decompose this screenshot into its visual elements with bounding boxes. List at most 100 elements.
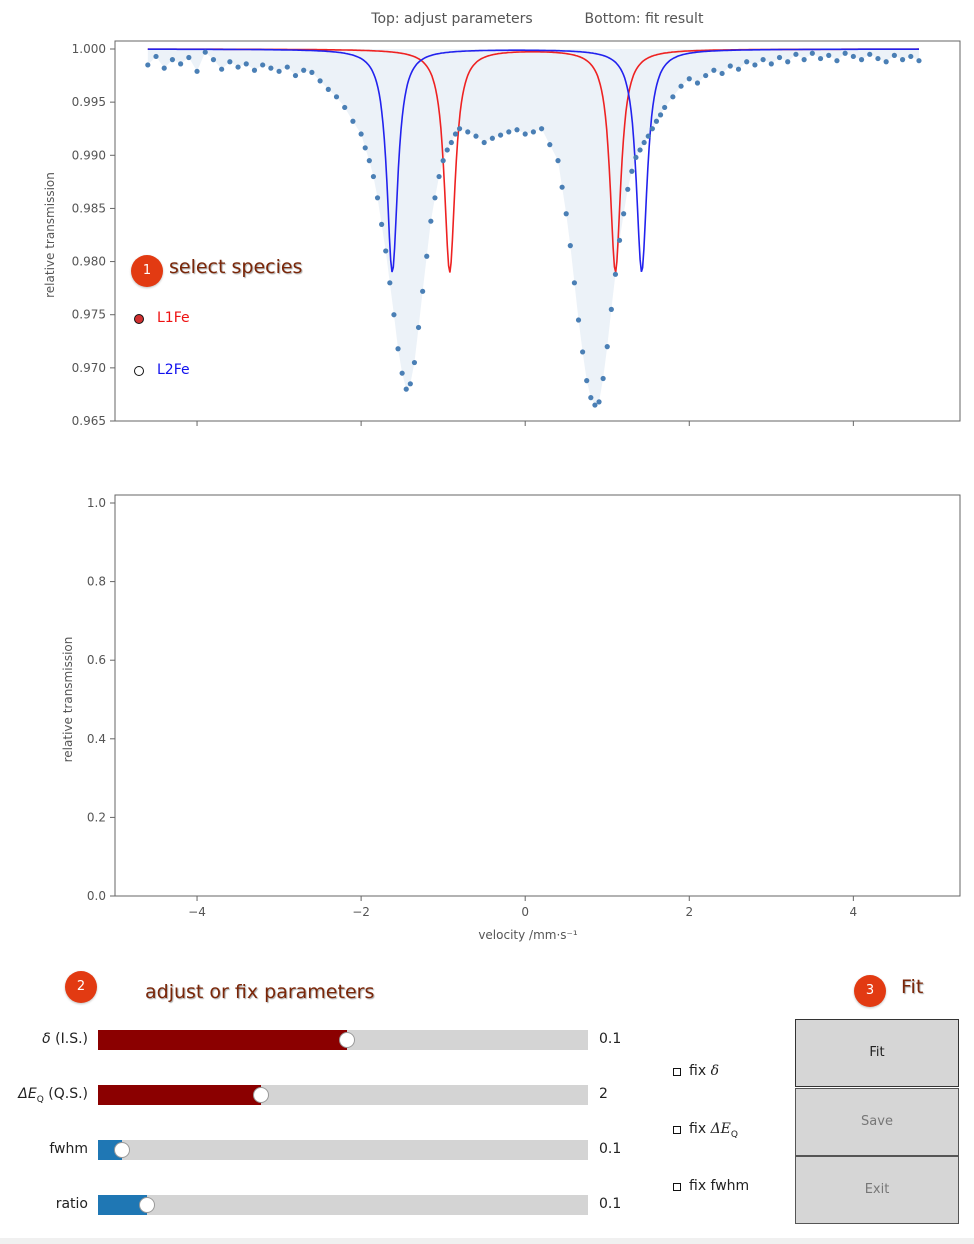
data-point bbox=[350, 118, 356, 124]
data-point bbox=[916, 58, 922, 64]
data-point bbox=[834, 58, 840, 64]
slider-qs-fill bbox=[98, 1085, 262, 1105]
data-point bbox=[227, 59, 233, 65]
window-bottom-edge bbox=[0, 1238, 974, 1244]
data-point bbox=[514, 127, 520, 133]
delta-eq-symbol: ΔE bbox=[18, 1086, 37, 1102]
data-point bbox=[584, 378, 590, 384]
data-point bbox=[596, 399, 602, 405]
bottom-caption: Bottom: fit result bbox=[585, 11, 704, 27]
data-point bbox=[858, 57, 865, 63]
data-point bbox=[604, 344, 610, 350]
data-point bbox=[333, 94, 340, 100]
bottom-plot-area[interactable]: 0.0 0.2 0.4 0.6 0.8 1.0 relative transmission −… bbox=[61, 494, 961, 942]
data-point bbox=[366, 158, 372, 164]
slider-ratio-handle[interactable] bbox=[139, 1197, 155, 1213]
data-point bbox=[563, 211, 569, 217]
data-point bbox=[826, 52, 832, 58]
data-point bbox=[403, 386, 409, 392]
component-curve-l2fe bbox=[147, 48, 919, 273]
fix-is-symbol: δ bbox=[710, 1063, 719, 1079]
data-point bbox=[411, 359, 418, 366]
data-point bbox=[452, 131, 459, 137]
bottom-frame bbox=[114, 494, 961, 897]
param-label-fwhm: fwhm bbox=[49, 1141, 88, 1157]
species-label-l1fe[interactable]: L1Fe bbox=[157, 310, 190, 326]
data-point bbox=[875, 55, 881, 62]
slider-qs[interactable] bbox=[98, 1085, 588, 1105]
slider-ratio[interactable] bbox=[98, 1195, 588, 1215]
data-point bbox=[801, 57, 807, 63]
step-3-badge: 3 bbox=[854, 975, 886, 1007]
data-point bbox=[567, 243, 573, 249]
fix-is-prefix: fix bbox=[689, 1063, 711, 1079]
data-point bbox=[178, 61, 184, 67]
data-point bbox=[194, 68, 200, 74]
data-point bbox=[580, 349, 586, 355]
exit-button[interactable]: Exit bbox=[795, 1156, 959, 1224]
data-point bbox=[645, 133, 651, 139]
data-point bbox=[703, 72, 709, 79]
data-point bbox=[489, 135, 495, 141]
slider-fwhm-value: 0.1 bbox=[599, 1141, 622, 1157]
bottom-ytick-label: 0.4 bbox=[87, 732, 106, 746]
fit-button[interactable]: Fit bbox=[795, 1019, 959, 1087]
data-point bbox=[235, 64, 241, 70]
data-point bbox=[559, 184, 565, 190]
fix-qs-checkbox[interactable] bbox=[673, 1126, 681, 1134]
data-point bbox=[899, 57, 906, 63]
species-radio-l1fe[interactable] bbox=[134, 314, 144, 324]
param-label-ratio: ratio bbox=[55, 1196, 88, 1212]
data-point bbox=[883, 59, 889, 65]
data-point bbox=[539, 126, 545, 132]
slider-fwhm[interactable] bbox=[98, 1140, 588, 1160]
data-point bbox=[342, 104, 348, 111]
slider-ratio-fill bbox=[98, 1195, 147, 1215]
data-point bbox=[867, 51, 873, 57]
data-point bbox=[379, 221, 385, 227]
species-label-l2fe[interactable]: L2Fe bbox=[157, 362, 190, 378]
data-point bbox=[202, 49, 208, 55]
data-point bbox=[420, 288, 426, 294]
step-2-title: adjust or fix parameters bbox=[145, 981, 375, 1003]
data-point bbox=[444, 147, 450, 153]
fix-fwhm-checkbox[interactable] bbox=[673, 1183, 681, 1191]
species-radio-l2fe[interactable] bbox=[134, 366, 144, 376]
data-point bbox=[686, 76, 692, 82]
data-point bbox=[268, 65, 274, 71]
data-point bbox=[633, 154, 639, 161]
slider-is[interactable] bbox=[98, 1030, 588, 1050]
fix-is-label[interactable]: fix δ bbox=[689, 1063, 719, 1079]
fix-fwhm-label[interactable]: fix fwhm bbox=[689, 1178, 750, 1194]
fix-qs-prefix: fix bbox=[689, 1121, 711, 1137]
param-label-is: δ (I.S.) bbox=[42, 1031, 88, 1047]
data-point bbox=[374, 195, 381, 201]
data-point bbox=[711, 67, 717, 73]
fix-qs-label[interactable]: fix ΔEQ bbox=[689, 1121, 738, 1140]
bottom-xtick-label: 4 bbox=[850, 905, 858, 919]
data-point bbox=[649, 126, 655, 132]
data-point bbox=[186, 54, 192, 61]
slider-qs-value: 2 bbox=[599, 1086, 608, 1102]
data-point bbox=[785, 59, 791, 65]
bottom-xtick-label: 0 bbox=[521, 905, 529, 919]
top-plot-area[interactable]: 0.965 0.970 0.975 0.980 0.985 0.990 0.995 1.000… bbox=[43, 40, 961, 428]
data-point bbox=[358, 131, 364, 137]
data-point bbox=[588, 395, 594, 401]
data-point bbox=[292, 72, 299, 79]
slider-fwhm-handle[interactable] bbox=[114, 1142, 130, 1158]
save-button[interactable]: Save bbox=[795, 1088, 959, 1156]
data-point bbox=[522, 131, 528, 137]
fix-qs-symbol: ΔE bbox=[710, 1121, 731, 1137]
bottom-ytick-label: 0.0 bbox=[87, 889, 106, 903]
step-2-badge: 2 bbox=[65, 971, 97, 1003]
data-point bbox=[325, 86, 331, 92]
bottom-ytick-label: 0.6 bbox=[87, 653, 106, 667]
top-frame bbox=[114, 40, 961, 422]
bottom-ytick-label: 0.2 bbox=[87, 810, 106, 824]
slider-qs-handle[interactable] bbox=[253, 1087, 270, 1103]
data-point bbox=[415, 324, 422, 331]
slider-is-handle[interactable] bbox=[338, 1032, 355, 1048]
data-point bbox=[301, 67, 307, 73]
fix-is-checkbox[interactable] bbox=[673, 1068, 681, 1076]
